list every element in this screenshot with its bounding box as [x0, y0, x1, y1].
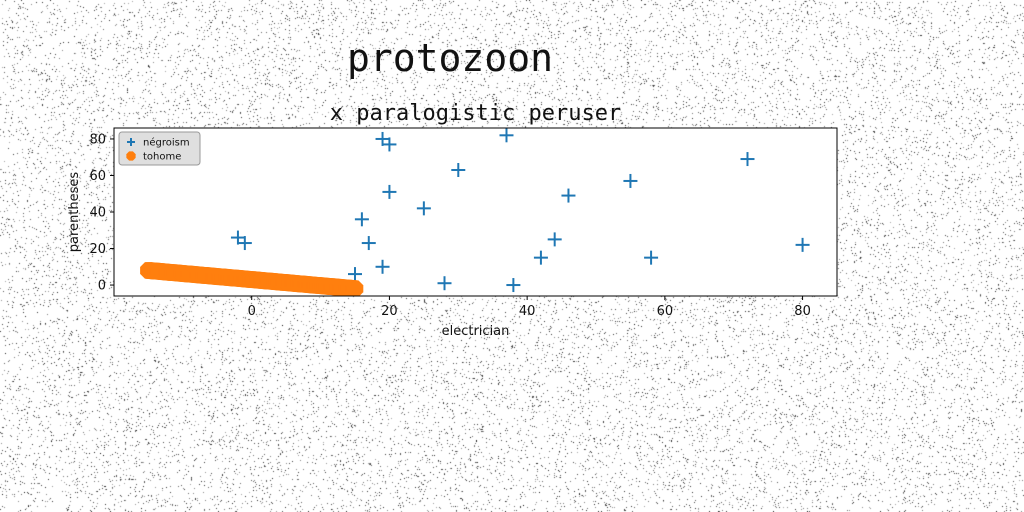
scatter-point-plus	[416, 201, 431, 216]
plot-background	[114, 128, 837, 296]
x-tick-label: 20	[381, 304, 398, 319]
scatter-point-plus	[644, 250, 659, 265]
legend-entry: négroism	[127, 137, 190, 149]
y-tick-label: 0	[98, 279, 106, 294]
chart-title: x paralogistic peruser	[330, 101, 621, 126]
scatter-point-plus	[237, 236, 252, 251]
legend-entry: tohome	[126, 151, 181, 163]
scatter-point-plus	[499, 128, 514, 143]
plot-area	[114, 128, 837, 296]
scatter-point-plus	[623, 173, 638, 188]
scatter-point-plus	[437, 276, 452, 291]
scatter-point-plus	[361, 236, 376, 251]
y-tick-label: 40	[89, 206, 106, 221]
scatter-point-plus	[382, 184, 397, 199]
x-axis-label: electrician	[442, 324, 510, 339]
series-marks	[140, 128, 810, 296]
scatter-point-plus	[740, 152, 755, 167]
legend-marker-octagon	[126, 151, 136, 161]
scatter-point-plus	[375, 259, 390, 274]
y-tick-label: 20	[89, 242, 106, 257]
scatter-point-octagon	[346, 280, 364, 296]
y-tick-label: 80	[89, 132, 106, 147]
y-axis-label: parentheses	[67, 172, 82, 253]
scatter-point-plus	[451, 163, 466, 177]
x-tick-label: 0	[248, 304, 256, 319]
scatter-point-plus	[382, 137, 397, 152]
legend-label: négroism	[143, 137, 190, 149]
scatter-point-plus	[547, 232, 562, 247]
x-tick-label: 40	[519, 304, 536, 319]
legend: négroism tohome	[118, 131, 201, 166]
scatter-point-plus	[354, 212, 369, 227]
x-tick-label: 60	[657, 304, 674, 319]
scatter-point-plus	[795, 237, 810, 252]
axes: 0 20 40 60 80 0 20 40 60 80	[89, 127, 838, 319]
figure-suptitle: protozoon	[347, 36, 553, 80]
scatter-point-plus	[506, 278, 521, 293]
legend-box	[118, 131, 201, 166]
scatter-point-plus	[561, 188, 576, 203]
scatter-point-plus	[533, 250, 548, 265]
scatter-point-plus	[348, 267, 362, 282]
legend-label: tohome	[143, 152, 181, 163]
y-tick-label: 60	[89, 169, 106, 184]
x-tick-label: 80	[794, 304, 811, 319]
